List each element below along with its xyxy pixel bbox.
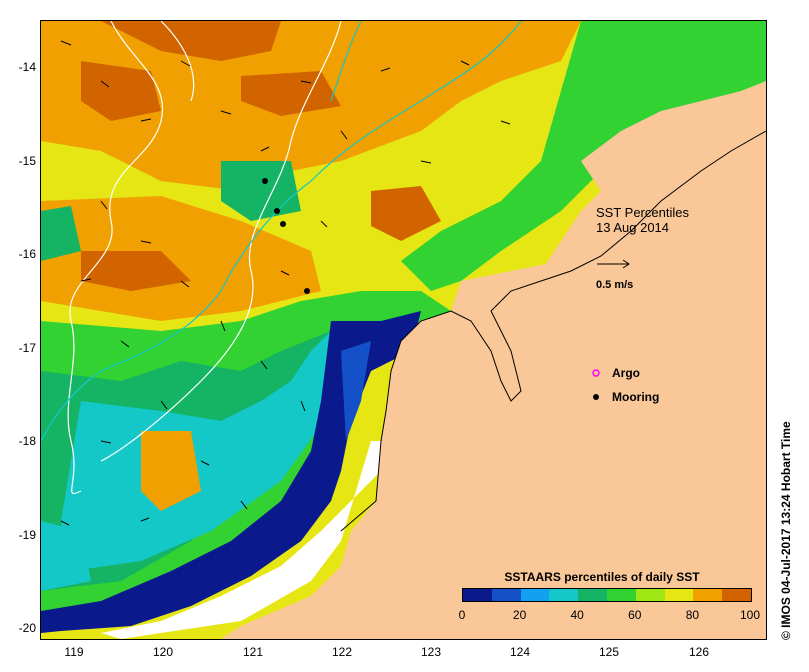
colorbar-swatch [693, 589, 723, 601]
legend-mooring-label: Mooring [612, 390, 660, 404]
y-tick-label: -16 [18, 247, 36, 261]
colorbar-swatch [635, 589, 665, 601]
scale-arrow-label: 0.5 m/s [596, 279, 634, 291]
y-tick-label: -19 [18, 528, 36, 542]
x-tick-label: 122 [331, 645, 353, 659]
map-panel [40, 20, 767, 640]
x-tick-label: 121 [242, 645, 264, 659]
x-tick-label: 124 [509, 645, 531, 659]
y-tick-label: -15 [18, 154, 36, 168]
legend-argo-label: Argo [612, 366, 640, 380]
y-tick-label: -17 [18, 341, 36, 355]
colorbar-tick: 100 [739, 608, 761, 622]
colorbar-tick: 60 [628, 608, 642, 622]
colorbar-swatch [520, 589, 550, 601]
map-title: SST Percentiles 13 Aug 2014 [596, 205, 689, 235]
x-tick-label: 125 [598, 645, 620, 659]
x-tick-label: 119 [64, 645, 84, 659]
colorbar-legend: SSTAARS percentiles of daily SST 0 20 40… [442, 570, 762, 630]
y-tick-label: -20 [18, 621, 36, 635]
map-title-date: 13 Aug 2014 [596, 220, 670, 235]
colorbar-tick: 20 [512, 608, 527, 622]
map-title-line1: SST Percentiles [596, 205, 689, 220]
colorbar-title: SSTAARS percentiles of daily SST [504, 570, 700, 584]
x-tick-label: 120 [152, 645, 174, 659]
y-tick-label: -14 [18, 60, 36, 74]
colorbar [462, 588, 752, 602]
colorbar-swatch [491, 589, 521, 601]
imos-credit: © IMOS 04-Jul-2017 13:24 Hobart Time [779, 421, 793, 640]
colorbar-swatch [606, 589, 636, 601]
sst-percentile-map [41, 21, 766, 639]
y-tick-label: -18 [18, 434, 36, 448]
colorbar-swatch [549, 589, 579, 601]
colorbar-swatch [664, 589, 694, 601]
colorbar-swatch [578, 589, 607, 601]
colorbar-tick: 40 [570, 608, 584, 622]
x-tick-label: 123 [420, 645, 442, 659]
x-tick-label: 126 [688, 645, 710, 659]
colorbar-tick: 80 [685, 608, 700, 622]
colorbar-swatch [722, 589, 751, 601]
colorbar-tick: 0 [458, 608, 466, 622]
colorbar-swatch [463, 589, 492, 601]
